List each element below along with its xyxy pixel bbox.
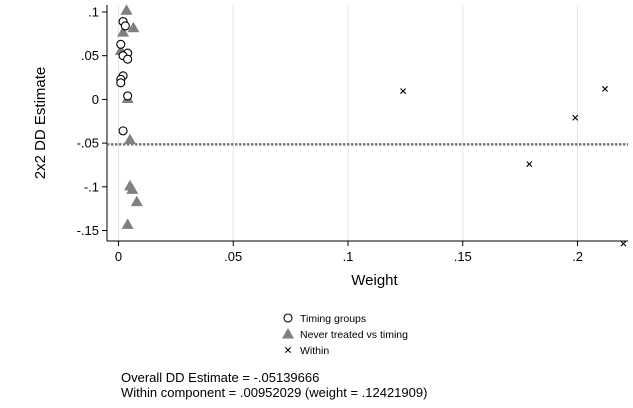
- within-point: [526, 161, 533, 168]
- x-axis-title: Weight: [351, 272, 398, 289]
- legend-label-within: Within: [300, 345, 329, 357]
- x-tick-label: 0: [115, 249, 122, 264]
- legend-marker-timing-groups: [283, 313, 293, 323]
- timing-groups-point: [118, 126, 128, 136]
- y-tick-label: 0: [92, 92, 99, 107]
- x-tick-label: .05: [224, 249, 242, 264]
- never-treated-vs-timing-point: [120, 4, 133, 15]
- never-treated-vs-timing-point: [117, 26, 130, 37]
- y-tick-label: -.15: [77, 223, 99, 238]
- never-treated-vs-timing-point: [123, 133, 136, 145]
- timing-groups-point: [123, 91, 133, 101]
- never-treated-vs-timing-point: [127, 21, 140, 33]
- y-tick-label: .05: [81, 48, 99, 63]
- timing-groups-point: [116, 39, 126, 49]
- within-point: [572, 114, 579, 121]
- never-treated-vs-timing-point: [126, 183, 139, 194]
- within-component-note: Within component = .00952029 (weight = .…: [121, 385, 428, 400]
- y-tick-label: -.1: [84, 179, 99, 194]
- overall-estimate-note: Overall DD Estimate = -.05139666: [121, 370, 320, 385]
- y-tick-label: .1: [88, 4, 99, 19]
- timing-groups-point: [120, 21, 130, 31]
- timing-groups-point: [123, 54, 133, 64]
- legend-marker-never-treated-vs-timing: [282, 328, 294, 339]
- never-treated-vs-timing-point: [130, 195, 143, 207]
- estimate-notes: Overall DD Estimate = -.05139666 Within …: [121, 370, 427, 400]
- y-tick-label: -.05: [77, 136, 99, 151]
- within-point: [620, 240, 627, 247]
- legend-marker-within: [285, 347, 291, 353]
- x-tick-label: .15: [454, 249, 472, 264]
- legend-label-never-treated-vs-timing: Never treated vs timing: [300, 329, 408, 341]
- x-tick-label: .2: [572, 249, 583, 264]
- never-treated-vs-timing-point: [121, 218, 134, 229]
- within-point: [400, 88, 407, 95]
- x-tick-label: .1: [343, 249, 354, 264]
- legend-label-timing-groups: Timing groups: [300, 313, 366, 325]
- y-axis-title: 2x2 DD Estimate: [32, 67, 49, 180]
- within-point: [602, 85, 609, 92]
- timing-groups-point: [116, 78, 126, 88]
